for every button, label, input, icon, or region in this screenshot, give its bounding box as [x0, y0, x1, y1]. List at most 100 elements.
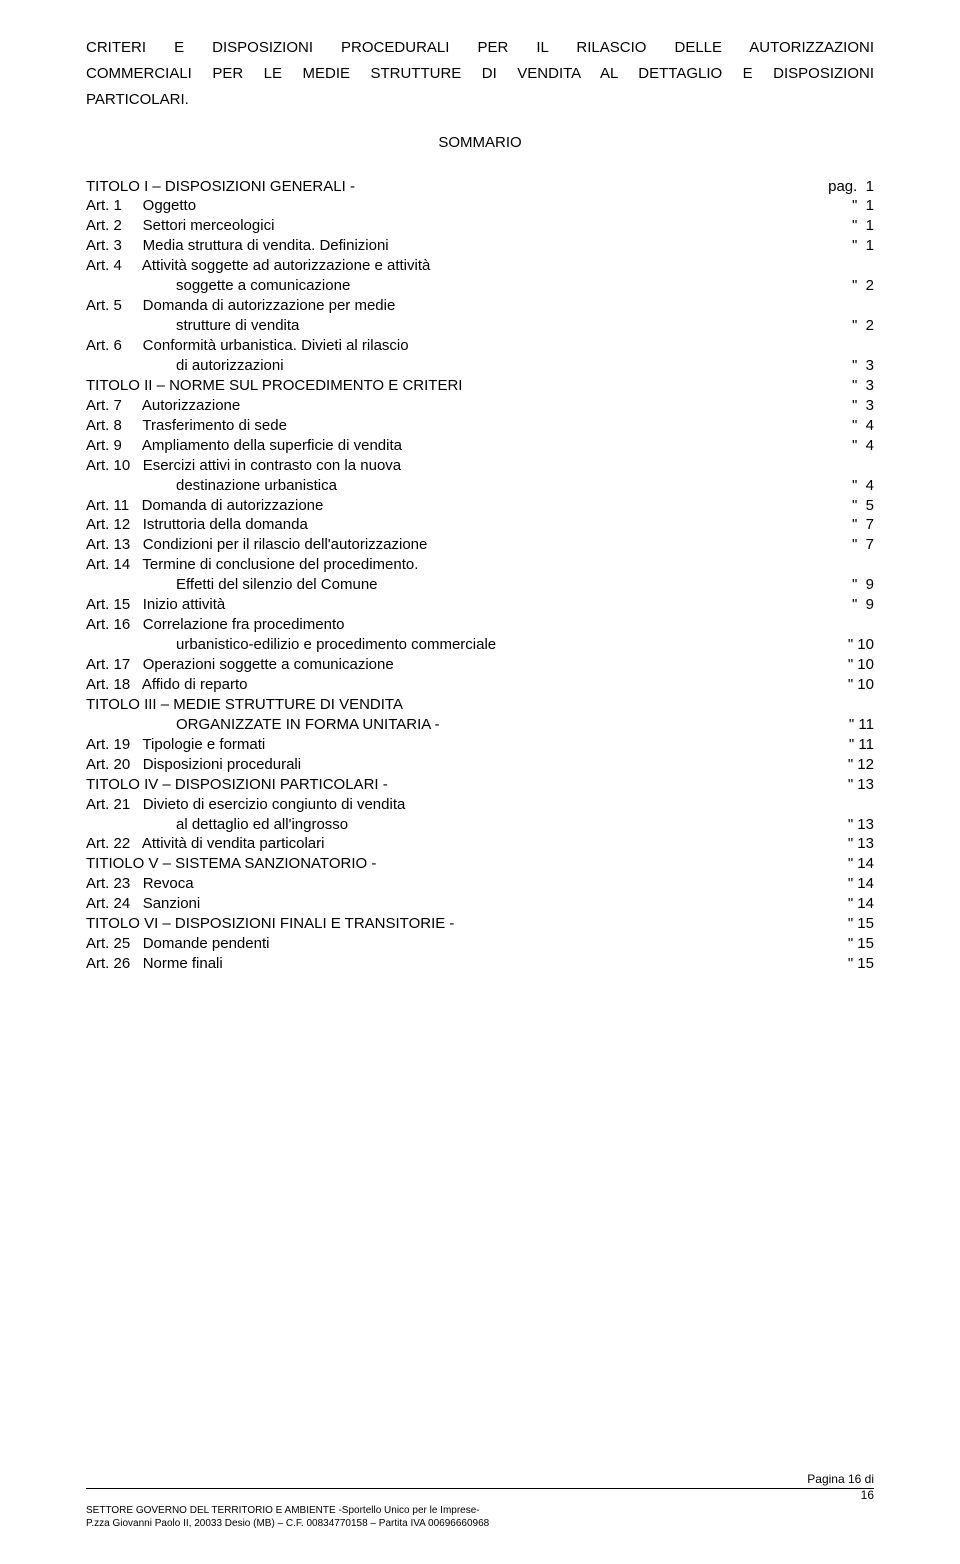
toc-row: di autorizzazioni " 3: [86, 356, 874, 376]
sommario-heading: SOMMARIO: [86, 134, 874, 151]
toc-right: " 10: [794, 635, 874, 655]
toc-left: Art. 16 Correlazione fra procedimento: [86, 615, 344, 635]
document-title-line1: CRITERI E DISPOSIZIONI PROCEDURALI PER I…: [86, 38, 874, 58]
toc-right: " 7: [794, 515, 874, 535]
toc-row: strutture di vendita" 2: [86, 316, 874, 336]
toc-left: TITIOLO V – SISTEMA SANZIONATORIO -: [86, 854, 376, 874]
toc-row: Art. 26 Norme finali" 15: [86, 954, 874, 974]
toc-left: Art. 14 Termine di conclusione del proce…: [86, 555, 418, 575]
toc-row: Art. 3 Media struttura di vendita. Defin…: [86, 236, 874, 256]
document-title-line2: COMMERCIALI PER LE MEDIE STRUTTURE DI VE…: [86, 64, 874, 84]
toc-left: Art. 15 Inizio attività: [86, 595, 225, 615]
toc-row: TITIOLO V – SISTEMA SANZIONATORIO -" 14: [86, 854, 874, 874]
toc-row: Art. 10 Esercizi attivi in contrasto con…: [86, 456, 874, 476]
toc-right: " 4: [794, 476, 874, 496]
toc-left: Art. 11 Domanda di autorizzazione: [86, 496, 323, 516]
toc-left: al dettaglio ed all'ingrosso: [86, 815, 348, 835]
toc-right: pag. 1: [794, 177, 874, 197]
toc-right: " 9: [794, 595, 874, 615]
toc-row: Art. 9 Ampliamento della superficie di v…: [86, 436, 874, 456]
toc-right: " 13: [794, 775, 874, 795]
toc-left: Art. 1 Oggetto: [86, 196, 196, 216]
toc-left: TITOLO VI – DISPOSIZIONI FINALI E TRANSI…: [86, 914, 454, 934]
toc-right: " 11: [794, 715, 874, 735]
toc-row: Art. 12 Istruttoria della domanda " 7: [86, 515, 874, 535]
toc-left: strutture di vendita: [86, 316, 299, 336]
toc-row: TITOLO I – DISPOSIZIONI GENERALI - pag. 1: [86, 177, 874, 197]
footer-address: P.zza Giovanni Paolo II, 20033 Desio (MB…: [86, 1517, 874, 1530]
toc-left: Art. 21 Divieto di esercizio congiunto d…: [86, 795, 405, 815]
toc-left: Art. 7 Autorizzazione: [86, 396, 240, 416]
toc-right: " 4: [794, 436, 874, 456]
toc-right: " 15: [794, 914, 874, 934]
toc-row: TITOLO II – NORME SUL PROCEDIMENTO E CRI…: [86, 376, 874, 396]
toc-left: Art. 8 Trasferimento di sede: [86, 416, 287, 436]
page-footer: Pagina 16 di 16 SETTORE GOVERNO DEL TERR…: [86, 1488, 874, 1530]
toc-left: Art. 3 Media struttura di vendita. Defin…: [86, 236, 389, 256]
toc-left: Art. 18 Affido di reparto: [86, 675, 247, 695]
toc-row: Art. 8 Trasferimento di sede" 4: [86, 416, 874, 436]
toc-left: Art. 22 Attività di vendita particolari: [86, 834, 324, 854]
toc-row: soggette a comunicazione " 2: [86, 276, 874, 296]
toc-right: " 7: [794, 535, 874, 555]
toc-row: al dettaglio ed all'ingrosso " 13: [86, 815, 874, 835]
toc-right: " 3: [794, 396, 874, 416]
toc-left: Art. 13 Condizioni per il rilascio dell'…: [86, 535, 427, 555]
toc-row: Art. 16 Correlazione fra procedimento: [86, 615, 874, 635]
toc-right: " 10: [794, 655, 874, 675]
toc-row: Art. 4 Attività soggette ad autorizzazio…: [86, 256, 874, 276]
toc-right: " 14: [794, 874, 874, 894]
toc-row: Art. 1 Oggetto " 1: [86, 196, 874, 216]
toc-left: Art. 19 Tipologie e formati: [86, 735, 265, 755]
toc-right: " 1: [794, 196, 874, 216]
toc-row: Art. 15 Inizio attività " 9: [86, 595, 874, 615]
toc-row: Art. 22 Attività di vendita particolari "…: [86, 834, 874, 854]
toc-left: Art. 2 Settori merceologici: [86, 216, 274, 236]
toc-left: Art. 5 Domanda di autorizzazione per med…: [86, 296, 395, 316]
toc-row: urbanistico-edilizio e procedimento comm…: [86, 635, 874, 655]
toc-left: Art. 20 Disposizioni procedurali: [86, 755, 301, 775]
toc-row: Art. 14 Termine di conclusione del proce…: [86, 555, 874, 575]
toc-left: TITOLO III – MEDIE STRUTTURE DI VENDITA: [86, 695, 403, 715]
toc-right: " 13: [794, 834, 874, 854]
toc-left: Art. 4 Attività soggette ad autorizzazio…: [86, 256, 430, 276]
toc-row: Art. 6 Conformità urbanistica. Divieti a…: [86, 336, 874, 356]
toc-left: Art. 25 Domande pendenti: [86, 934, 269, 954]
toc-left: Art. 12 Istruttoria della domanda: [86, 515, 308, 535]
toc-right: " 13: [794, 815, 874, 835]
toc-row: Art. 11 Domanda di autorizzazione " 5: [86, 496, 874, 516]
toc-right: " 14: [794, 894, 874, 914]
page-number-label: Pagina 16 di: [86, 1472, 874, 1488]
toc-row: Effetti del silenzio del Comune" 9: [86, 575, 874, 595]
toc-left: TITOLO II – NORME SUL PROCEDIMENTO E CRI…: [86, 376, 462, 396]
toc-row: ORGANIZZATE IN FORMA UNITARIA -" 11: [86, 715, 874, 735]
toc-left: Art. 10 Esercizi attivi in contrasto con…: [86, 456, 401, 476]
toc-left: TITOLO IV – DISPOSIZIONI PARTICOLARI -: [86, 775, 388, 795]
toc-right: " 11: [794, 735, 874, 755]
toc-right: " 2: [794, 276, 874, 296]
toc-right: " 15: [794, 934, 874, 954]
toc-row: TITOLO IV – DISPOSIZIONI PARTICOLARI - " …: [86, 775, 874, 795]
toc-row: Art. 7 Autorizzazione " 3: [86, 396, 874, 416]
toc-right: " 5: [794, 496, 874, 516]
toc-row: Art. 24 Sanzioni" 14: [86, 894, 874, 914]
toc-right: " 10: [794, 675, 874, 695]
toc-left: TITOLO I – DISPOSIZIONI GENERALI -: [86, 177, 355, 197]
toc-row: TITOLO VI – DISPOSIZIONI FINALI E TRANSI…: [86, 914, 874, 934]
footer-department: SETTORE GOVERNO DEL TERRITORIO E AMBIENT…: [86, 1504, 874, 1517]
toc-left: urbanistico-edilizio e procedimento comm…: [86, 635, 496, 655]
toc-left: destinazione urbanistica: [86, 476, 337, 496]
toc-row: Art. 21 Divieto di esercizio congiunto d…: [86, 795, 874, 815]
toc-left: Art. 9 Ampliamento della superficie di v…: [86, 436, 402, 456]
document-title-line3: PARTICOLARI.: [86, 91, 874, 108]
toc-row: Art. 19 Tipologie e formati " 11: [86, 735, 874, 755]
toc-row: Art. 13 Condizioni per il rilascio dell'…: [86, 535, 874, 555]
page-number-total: 16: [86, 1488, 874, 1502]
document-page: CRITERI E DISPOSIZIONI PROCEDURALI PER I…: [0, 0, 960, 1564]
toc-left: di autorizzazioni: [86, 356, 284, 376]
toc-right: " 3: [794, 376, 874, 396]
toc-left: soggette a comunicazione: [86, 276, 350, 296]
toc-right: " 3: [794, 356, 874, 376]
toc-right: " 1: [794, 236, 874, 256]
toc-right: " 9: [794, 575, 874, 595]
